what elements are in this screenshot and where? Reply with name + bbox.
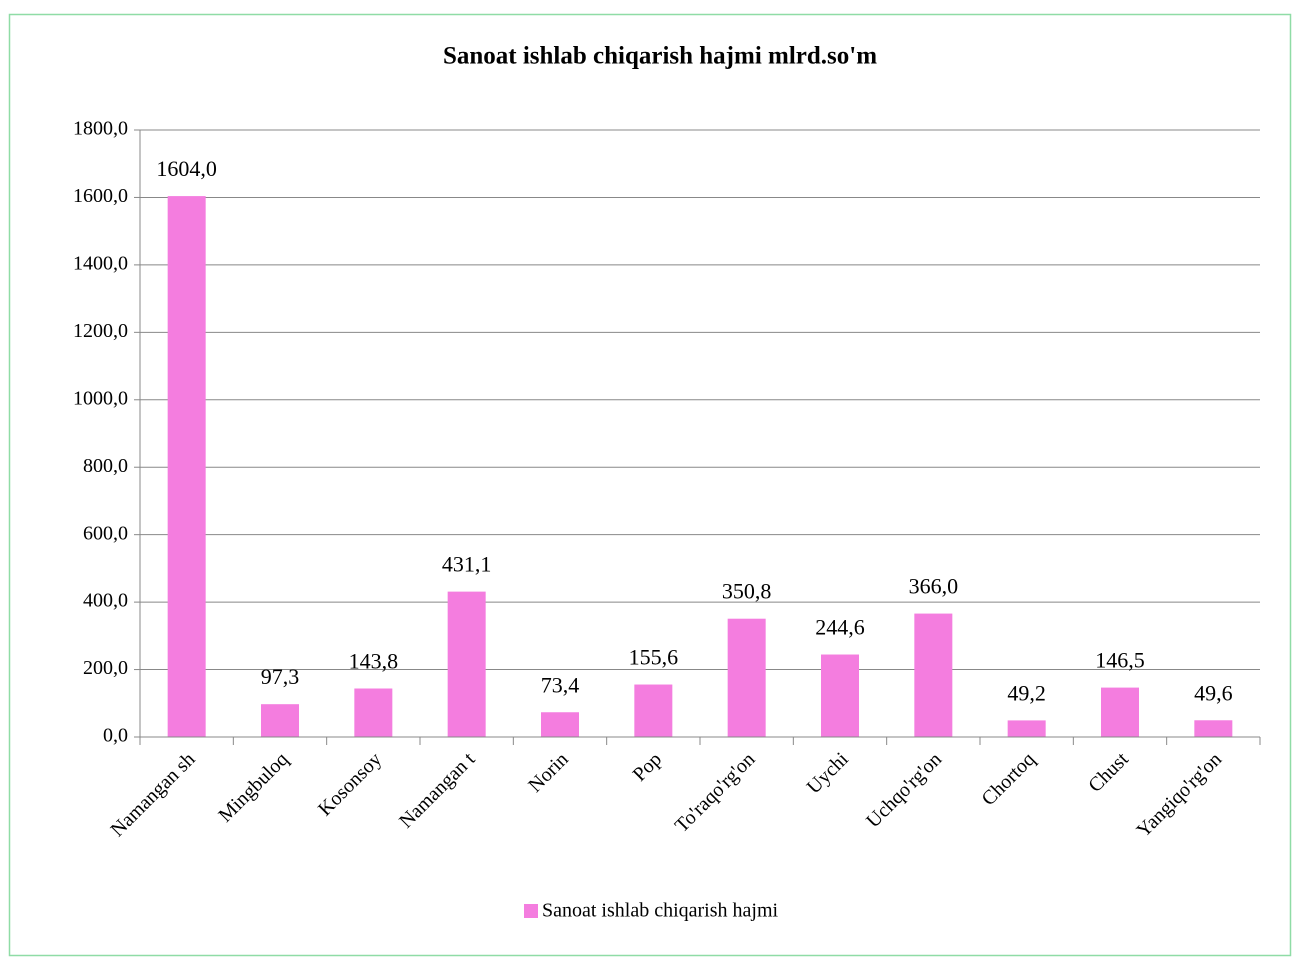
y-tick-label: 0,0 <box>103 725 128 747</box>
y-tick-label: 1000,0 <box>73 387 128 409</box>
bar <box>914 613 953 737</box>
bar <box>1101 687 1139 737</box>
y-tick-label: 600,0 <box>83 522 128 544</box>
data-label: 155,6 <box>629 645 679 670</box>
bar <box>167 196 206 737</box>
data-label: 49,2 <box>1007 680 1046 705</box>
bar <box>354 688 393 737</box>
y-tick-label: 1400,0 <box>73 252 128 274</box>
y-tick-label: 1200,0 <box>73 320 128 342</box>
data-label: 73,4 <box>541 672 580 697</box>
data-label: 97,3 <box>261 664 300 689</box>
y-tick-label: 400,0 <box>83 590 128 612</box>
data-label: 431,1 <box>442 552 492 577</box>
data-label: 1604,0 <box>156 156 217 181</box>
y-tick-label: 200,0 <box>83 657 128 679</box>
bar <box>541 712 579 737</box>
bar <box>1194 720 1233 737</box>
y-tick-label: 1800,0 <box>73 118 128 140</box>
bar <box>261 704 299 737</box>
legend-label: Sanoat ishlab chiqarish hajmi <box>542 900 779 922</box>
y-tick-label: 800,0 <box>83 455 128 477</box>
data-label: 143,8 <box>349 649 399 674</box>
chart-frame <box>8 13 1292 957</box>
data-label: 49,6 <box>1194 680 1233 705</box>
bar <box>447 591 486 737</box>
data-label: 350,8 <box>722 579 772 604</box>
data-label: 244,6 <box>815 615 865 640</box>
y-tick-label: 1600,0 <box>73 185 128 207</box>
legend-swatch <box>524 904 538 918</box>
bar <box>1007 720 1046 737</box>
data-label: 366,0 <box>909 574 959 599</box>
chart-title: Sanoat ishlab chiqarish hajmi mlrd.so'm <box>443 43 877 70</box>
bar <box>634 684 673 737</box>
bar <box>727 618 766 737</box>
data-label: 146,5 <box>1095 648 1145 673</box>
bar <box>821 654 859 737</box>
